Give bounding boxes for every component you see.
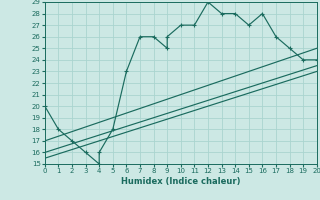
X-axis label: Humidex (Indice chaleur): Humidex (Indice chaleur): [121, 177, 241, 186]
